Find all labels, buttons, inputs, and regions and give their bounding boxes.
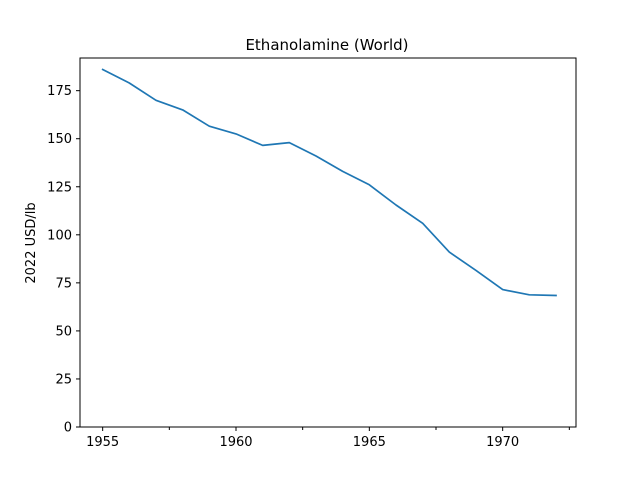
chart-title: Ethanolamine (World) (245, 36, 408, 54)
y-axis-label: 2022 USD/lb (24, 202, 39, 283)
y-axis-ticks: 0 25 50 75 100 125 150 175 (47, 84, 80, 436)
x-tick-label: 1960 (219, 435, 252, 450)
y-tick-label: 100 (47, 228, 72, 243)
series-line (101, 68, 557, 297)
x-tick-label: 1955 (86, 435, 119, 450)
y-tick-label: 75 (55, 276, 72, 291)
y-tick-label: 25 (55, 372, 72, 387)
plot-frame (79, 57, 577, 428)
y-tick-label: 50 (55, 324, 72, 339)
y-tick-label: 0 (64, 421, 72, 436)
x-tick-label: 1970 (486, 435, 519, 450)
y-tick-label: 150 (47, 132, 72, 147)
y-tick-label: 125 (47, 180, 72, 195)
x-tick-label: 1965 (353, 435, 386, 450)
y-tick-label: 175 (47, 84, 72, 99)
x-axis-ticks: 1955 1960 1965 1970 (86, 427, 570, 450)
